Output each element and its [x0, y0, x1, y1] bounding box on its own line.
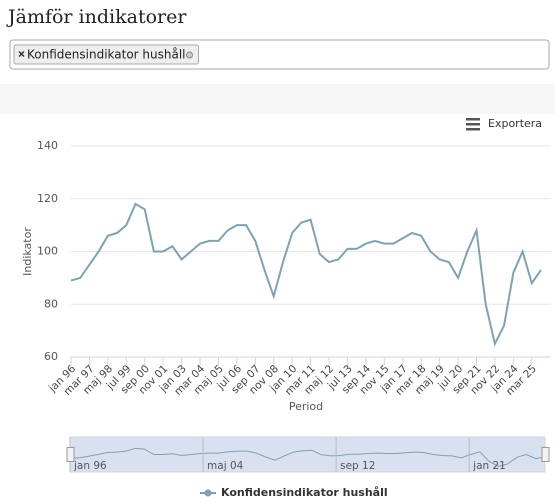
navigator-label: maj 04: [207, 460, 244, 472]
navigator-line: [69, 447, 546, 467]
y-axis-title: Indikator: [21, 227, 34, 276]
navigator-handle[interactable]: [541, 447, 550, 462]
chart-top-band: [0, 84, 555, 114]
tag-icon: [186, 51, 194, 59]
tag-box: [13, 44, 200, 65]
page-title: Jämför indikatorer: [6, 6, 187, 28]
line-series: [70, 202, 542, 347]
export-button[interactable]: Exportera: [466, 117, 542, 131]
y-tick-label: 100: [37, 245, 58, 258]
tag-remove[interactable]: [18, 50, 25, 58]
legend-marker: [204, 489, 212, 497]
navigator-bg: [69, 436, 546, 473]
y-tick-label: 80: [44, 297, 58, 310]
legend-label: Konfidensindikator hushåll: [221, 486, 388, 499]
tag-label: Konfidensindikator hushåll: [27, 48, 186, 62]
navigator-label: jan 21: [472, 460, 506, 472]
navigator-label: jan 96: [73, 460, 107, 472]
export-label[interactable]: Exportera: [488, 117, 542, 130]
x-axis-title: Period: [289, 400, 323, 413]
y-tick-label: 120: [37, 192, 58, 205]
tag[interactable]: Konfidensindikator hushåll: [13, 44, 200, 65]
y-tick-label: 140: [37, 139, 58, 152]
y-tick-label: 60: [44, 350, 58, 363]
legend: Konfidensindikator hushåll: [200, 486, 388, 499]
navigator-label: sep 12: [340, 460, 375, 472]
navigator-handle[interactable]: [66, 447, 75, 462]
